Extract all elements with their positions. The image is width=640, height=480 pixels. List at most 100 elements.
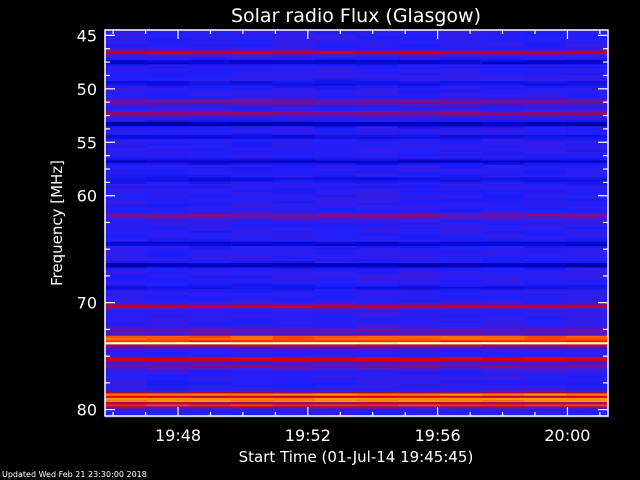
heatmap-cell xyxy=(146,359,190,363)
heatmap-cell xyxy=(524,183,567,187)
heatmap-cell xyxy=(398,269,441,273)
heatmap-cell xyxy=(272,72,316,76)
heatmap-cell xyxy=(356,77,400,80)
heatmap-cell xyxy=(314,278,358,281)
heatmap-cell xyxy=(146,141,190,144)
heatmap-cell xyxy=(272,267,316,271)
heatmap-cell xyxy=(356,273,400,277)
heatmap-cell xyxy=(524,38,567,42)
heatmap-cell xyxy=(272,175,316,179)
heatmap-cell xyxy=(440,160,483,164)
heatmap-cell xyxy=(105,156,148,159)
heatmap-cell xyxy=(188,322,232,326)
heatmap-cell xyxy=(314,245,358,249)
heatmap-cell xyxy=(356,44,400,48)
heatmap-cell xyxy=(105,162,148,166)
heatmap-cell xyxy=(272,367,316,371)
heatmap-cell xyxy=(272,47,316,50)
heatmap-cell xyxy=(356,81,400,85)
heatmap-cell xyxy=(105,192,148,196)
heatmap-cell xyxy=(230,179,274,183)
heatmap-cell xyxy=(105,280,148,283)
heatmap-cell xyxy=(482,406,525,410)
heatmap-cell xyxy=(566,211,609,215)
heatmap-cell xyxy=(230,164,274,168)
heatmap-cell xyxy=(566,395,609,399)
heatmap-cell xyxy=(105,316,148,320)
heatmap-cell xyxy=(482,51,525,55)
heatmap-cell xyxy=(566,305,609,309)
heatmap-cell xyxy=(524,96,567,100)
heatmap-cell xyxy=(272,136,316,140)
heatmap-cell xyxy=(356,237,400,241)
heatmap-cell xyxy=(482,256,525,260)
heatmap-cell xyxy=(272,154,316,157)
heatmap-cell xyxy=(482,192,525,196)
heatmap-cell xyxy=(188,128,232,132)
heatmap-cell xyxy=(272,77,316,80)
heatmap-cell xyxy=(146,72,190,76)
heatmap-cell xyxy=(272,192,316,196)
heatmap-cell xyxy=(398,299,441,303)
heatmap-cell xyxy=(272,245,316,249)
heatmap-cell xyxy=(566,402,609,405)
heatmap-cell xyxy=(398,367,441,371)
heatmap-cell xyxy=(105,359,148,363)
heatmap-cell xyxy=(146,94,190,97)
heatmap-cell xyxy=(440,192,483,196)
heatmap-cell xyxy=(314,134,358,138)
heatmap-cell xyxy=(105,265,148,268)
heatmap-cell xyxy=(398,374,441,378)
heatmap-cell xyxy=(188,303,232,307)
heatmap-cell xyxy=(440,30,483,33)
heatmap-cell xyxy=(440,367,483,371)
heatmap-cell xyxy=(482,128,525,132)
heatmap-cell xyxy=(440,269,483,273)
heatmap-cell xyxy=(440,256,483,260)
heatmap-cell xyxy=(482,119,525,123)
heatmap-cell xyxy=(356,301,400,305)
heatmap-cell xyxy=(398,290,441,294)
heatmap-cell xyxy=(272,280,316,283)
heatmap-cell xyxy=(566,370,609,373)
heatmap-cell xyxy=(230,141,274,144)
heatmap-cell xyxy=(356,55,400,59)
heatmap-cell xyxy=(146,333,190,337)
heatmap-cell xyxy=(105,62,148,65)
heatmap-cell xyxy=(524,226,567,230)
heatmap-cell xyxy=(482,325,525,328)
heatmap-cell xyxy=(440,169,483,172)
heatmap-cell xyxy=(482,310,525,313)
heatmap-cell xyxy=(566,256,609,260)
heatmap-cell xyxy=(146,59,190,63)
heatmap-cell xyxy=(482,320,525,324)
heatmap-cell xyxy=(440,211,483,215)
heatmap-cell xyxy=(566,412,609,416)
heatmap-cell xyxy=(188,113,232,117)
heatmap-cell xyxy=(482,348,525,352)
heatmap-cell xyxy=(440,196,483,200)
heatmap-cell xyxy=(440,331,483,335)
heatmap-cell xyxy=(482,213,525,217)
heatmap-cell xyxy=(230,70,274,74)
heatmap-cell xyxy=(398,119,441,123)
heatmap-cell xyxy=(566,282,609,286)
heatmap-cell xyxy=(440,282,483,286)
heatmap-cell xyxy=(440,231,483,234)
heatmap-cell xyxy=(356,160,400,164)
heatmap-cell xyxy=(272,220,316,224)
heatmap-cell xyxy=(566,226,609,230)
heatmap-cell xyxy=(356,320,400,324)
heatmap-cell xyxy=(482,322,525,326)
heatmap-cell xyxy=(566,89,609,93)
heatmap-cell xyxy=(314,322,358,326)
heatmap-cell xyxy=(356,365,400,369)
heatmap-cell xyxy=(272,139,316,142)
heatmap-cell xyxy=(482,149,525,153)
heatmap-cell xyxy=(188,70,232,74)
heatmap-cell xyxy=(230,55,274,59)
heatmap-cell xyxy=(314,111,358,115)
heatmap-cell xyxy=(440,237,483,241)
heatmap-cell xyxy=(398,399,441,403)
heatmap-cell xyxy=(398,57,441,61)
